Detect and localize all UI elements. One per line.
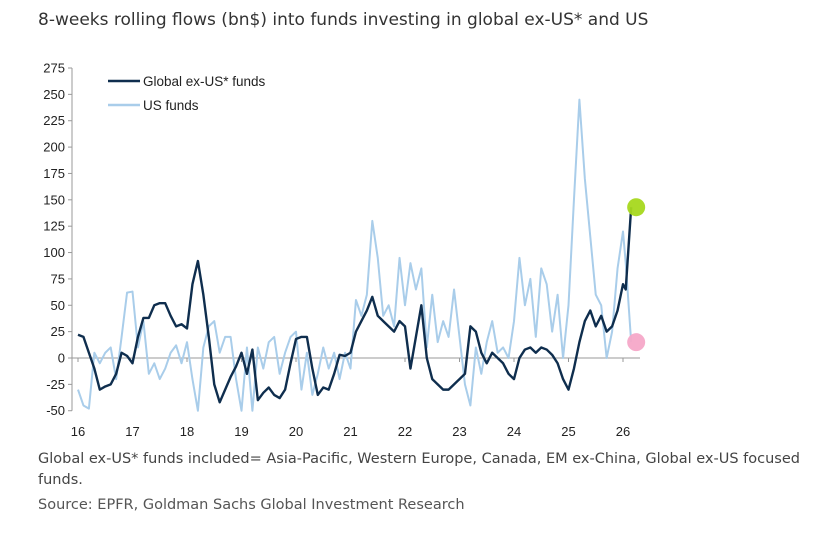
y-tick-label: 75: [51, 271, 65, 286]
x-tick-label: 18: [180, 424, 194, 439]
x-tick-label: 20: [289, 424, 303, 439]
chart-title: 8-weeks rolling flows (bn$) into funds i…: [38, 10, 649, 30]
y-tick-label: 275: [43, 61, 65, 76]
x-tick-label: 17: [125, 424, 139, 439]
y-tick-label: 250: [43, 87, 65, 102]
x-tick-label: 21: [343, 424, 357, 439]
series-line-global-ex-us: [77, 207, 633, 404]
x-tick-label: 19: [234, 424, 248, 439]
y-tick-label: 125: [43, 219, 65, 234]
y-tick-label: 150: [43, 192, 65, 207]
y-tick-label: -25: [46, 377, 65, 392]
x-tick-label: 22: [398, 424, 412, 439]
x-tick-label: 24: [507, 424, 521, 439]
y-tick-label: 0: [58, 351, 65, 366]
y-tick-label: 25: [51, 324, 65, 339]
y-tick-label: 100: [43, 245, 65, 260]
y-tick-label: 175: [43, 166, 65, 181]
source-note: Source: EPFR, Goldman Sachs Global Inves…: [38, 497, 465, 513]
x-tick-label: 25: [561, 424, 575, 439]
x-tick-label: 16: [71, 424, 85, 439]
y-tick-label: 225: [43, 113, 65, 128]
series-line-us: [77, 98, 633, 412]
legend-label: Global ex-US* funds: [143, 74, 266, 89]
x-tick-label: 23: [452, 424, 466, 439]
x-tick-label: 26: [616, 424, 630, 439]
highlight-marker-global-ex-us: [627, 198, 646, 217]
y-tick-label: 200: [43, 140, 65, 155]
y-tick-label: -50: [46, 403, 65, 418]
footnote: Global ex-US* funds included= Asia-Pacif…: [38, 451, 800, 488]
highlight-marker-us: [627, 333, 646, 352]
y-tick-label: 50: [51, 298, 65, 313]
legend-label: US funds: [143, 98, 199, 113]
